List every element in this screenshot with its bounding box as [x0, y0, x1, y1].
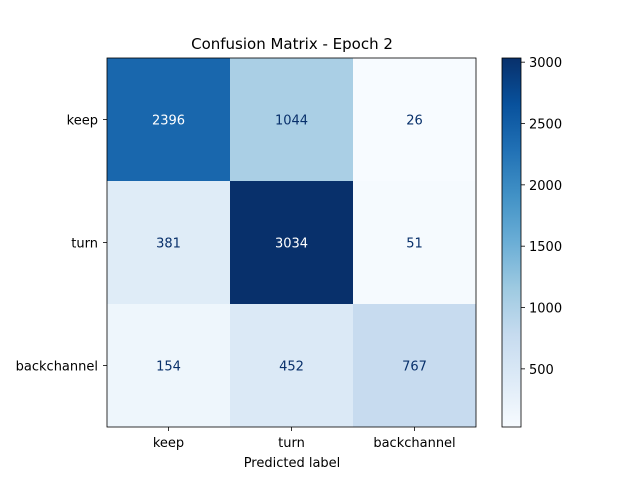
cell-value-label: 767 — [402, 360, 427, 375]
y-axis: keep turn backchannel — [16, 114, 107, 375]
colorbar-ticks: 500 1000 1500 2000 2500 3000 — [521, 56, 562, 378]
heatmap-cell — [230, 304, 353, 427]
x-tick-label: backchannel — [373, 436, 455, 451]
x-axis-label: Predicted label — [244, 456, 341, 471]
cell-value-label: 1044 — [275, 114, 308, 129]
y-tick-label: keep — [67, 114, 98, 129]
heatmap-cell — [230, 181, 353, 304]
cell-value-label: 2396 — [152, 114, 185, 129]
x-tick-label: turn — [278, 436, 305, 451]
chart-title: Confusion Matrix - Epoch 2 — [191, 35, 393, 53]
colorbar-tick-label: 3000 — [529, 56, 562, 71]
heatmap-cells: 2396 1044 26 381 3034 51 154 452 767 — [107, 58, 476, 427]
cell-value-label: 3034 — [275, 237, 308, 252]
y-tick-label: turn — [71, 237, 98, 252]
heatmap-cell — [230, 58, 353, 181]
colorbar-tick-label: 1500 — [529, 240, 562, 255]
heatmap-cell — [353, 304, 476, 427]
colorbar-tick-label: 2500 — [529, 118, 562, 133]
x-axis: keep turn backchannel — [153, 427, 456, 451]
heatmap-cell — [107, 58, 230, 181]
cell-value-label: 381 — [156, 237, 181, 252]
cell-value-label: 26 — [406, 114, 423, 129]
x-tick-label: keep — [153, 436, 184, 451]
cell-value-label: 154 — [156, 360, 181, 375]
colorbar — [501, 57, 522, 428]
cell-value-label: 51 — [406, 237, 423, 252]
heatmap-cell — [107, 181, 230, 304]
colorbar-tick-label: 1000 — [529, 302, 562, 317]
cell-value-label: 452 — [279, 360, 304, 375]
colorbar-tick-label: 2000 — [529, 179, 562, 194]
colorbar-tick-label: 500 — [529, 363, 554, 378]
heatmap-cell — [353, 58, 476, 181]
y-tick-label: backchannel — [16, 360, 98, 375]
heatmap-cell — [353, 181, 476, 304]
heatmap-cell — [107, 304, 230, 427]
